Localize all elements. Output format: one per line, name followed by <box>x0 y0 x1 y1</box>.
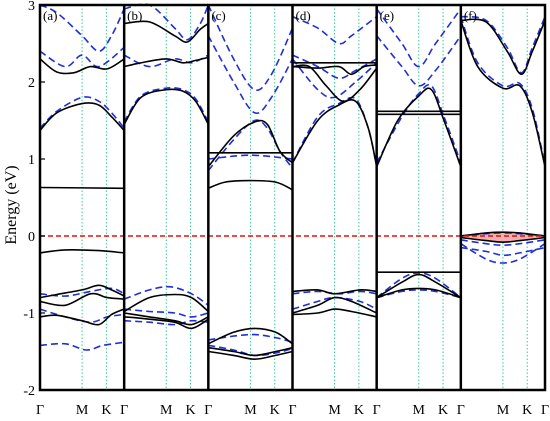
panel-label: (a) <box>43 8 57 23</box>
solid-band-7 <box>39 308 125 326</box>
dashed-band-3 <box>375 83 462 164</box>
x-tick-label: M <box>328 403 341 418</box>
y-axis: -2 -1 0 1 2 3 <box>23 0 45 399</box>
x-tick-label: Γ <box>457 403 465 418</box>
y-tick-label: -1 <box>23 307 35 322</box>
y-tick-label: 0 <box>28 230 35 245</box>
x-tick-label: Γ <box>541 403 549 418</box>
x-tick-label: M <box>160 403 173 418</box>
dashed-band-5 <box>460 243 546 264</box>
solid-band-1 <box>460 18 546 76</box>
x-tick-label: K <box>522 403 532 418</box>
x-tick-label: K <box>101 403 111 418</box>
solid-band-3 <box>207 179 293 191</box>
y-tick-label: 3 <box>28 0 35 14</box>
x-tick-label: M <box>76 403 89 418</box>
solid-band-5 <box>208 346 293 357</box>
solid-band-1 <box>39 58 125 75</box>
dashed-band-2 <box>207 35 294 115</box>
x-tick-label: Γ <box>120 403 128 418</box>
frame-group <box>38 3 547 392</box>
dashed-band-6 <box>460 246 546 257</box>
dashed-band-4 <box>123 285 209 306</box>
solid-band-4 <box>291 99 378 167</box>
panel-4: (d) <box>291 5 378 390</box>
dashed-band-5 <box>124 308 209 318</box>
y-tick-label: 2 <box>28 76 35 91</box>
solid-band-6 <box>376 287 462 299</box>
x-tick-label: K <box>185 403 195 418</box>
panel-label: (e) <box>380 8 394 23</box>
dashed-band-4 <box>39 287 125 297</box>
dashed-band-1 <box>39 4 125 53</box>
panel-label: (c) <box>211 8 225 23</box>
x-tick-label: K <box>354 403 364 418</box>
panel-2: (b) <box>123 3 210 390</box>
solid-band-4 <box>460 236 546 244</box>
solid-band-3 <box>39 186 125 190</box>
solid-band-5 <box>124 312 209 326</box>
solid-band-3 <box>123 88 210 125</box>
dashed-band-3 <box>123 86 210 123</box>
solid-band-5 <box>292 289 377 295</box>
dashed-band-6 <box>124 319 209 326</box>
dashed-band-2 <box>376 35 462 87</box>
dashed-band-3 <box>291 58 378 99</box>
y-tick-label: -2 <box>23 384 35 399</box>
x-tick-label: Γ <box>36 403 44 418</box>
solid-band-3 <box>460 231 546 237</box>
y-tick-label: 1 <box>28 153 35 168</box>
dashed-band-1 <box>376 8 462 68</box>
dashed-band-2 <box>39 46 125 68</box>
x-tick-label: Γ <box>373 403 381 418</box>
panel-1: (a) <box>39 4 125 390</box>
solid-band-2 <box>124 56 209 68</box>
dashed-band-1 <box>292 15 378 45</box>
panel-5: (e) <box>375 5 462 390</box>
x-tick-label: K <box>438 403 448 418</box>
dashed-band-3 <box>39 96 125 129</box>
solid-band-4 <box>207 327 293 345</box>
x-tick-label: Γ <box>288 403 296 418</box>
solid-band-6 <box>292 296 378 314</box>
panel-3: (c) <box>207 4 294 390</box>
solid-band-4 <box>123 293 209 313</box>
dashed-band-1 <box>460 15 546 74</box>
x-tick-label: K <box>270 403 280 418</box>
solid-band-6 <box>124 316 209 330</box>
panel-label: (f) <box>464 8 477 23</box>
dashed-band-2 <box>123 54 209 68</box>
y-axis-label: Energy (eV) <box>3 165 20 244</box>
solid-band-5 <box>39 284 125 299</box>
panel-label: (d) <box>296 8 311 23</box>
panels-group: (a) (b) (c) (d) (e) (f) <box>39 3 546 390</box>
dashed-band-2 <box>460 16 546 166</box>
dashed-band-5 <box>208 333 293 344</box>
solid-band-3 <box>375 87 462 168</box>
solid-band-6 <box>39 292 125 307</box>
panel-6: (f) <box>460 5 546 390</box>
solid-band-2 <box>39 102 125 132</box>
solid-band-3 <box>292 64 378 103</box>
solid-band-4 <box>39 248 125 254</box>
x-tick-label: M <box>497 403 510 418</box>
dashed-band-1 <box>207 4 294 91</box>
x-tick-label: Γ <box>204 403 212 418</box>
solid-band-6 <box>208 350 293 361</box>
x-tick-label: M <box>413 403 426 418</box>
dashed-band-6 <box>39 341 125 351</box>
solid-band-7 <box>292 308 377 318</box>
solid-band-2 <box>292 64 377 76</box>
solid-band-1 <box>124 20 209 43</box>
dashed-band-5 <box>376 289 461 299</box>
panel-label: (b) <box>127 8 142 23</box>
dashed-band-4 <box>460 239 546 247</box>
solid-band-5 <box>376 273 462 299</box>
solid-band-2 <box>460 20 546 167</box>
x-tick-label: M <box>244 403 257 418</box>
